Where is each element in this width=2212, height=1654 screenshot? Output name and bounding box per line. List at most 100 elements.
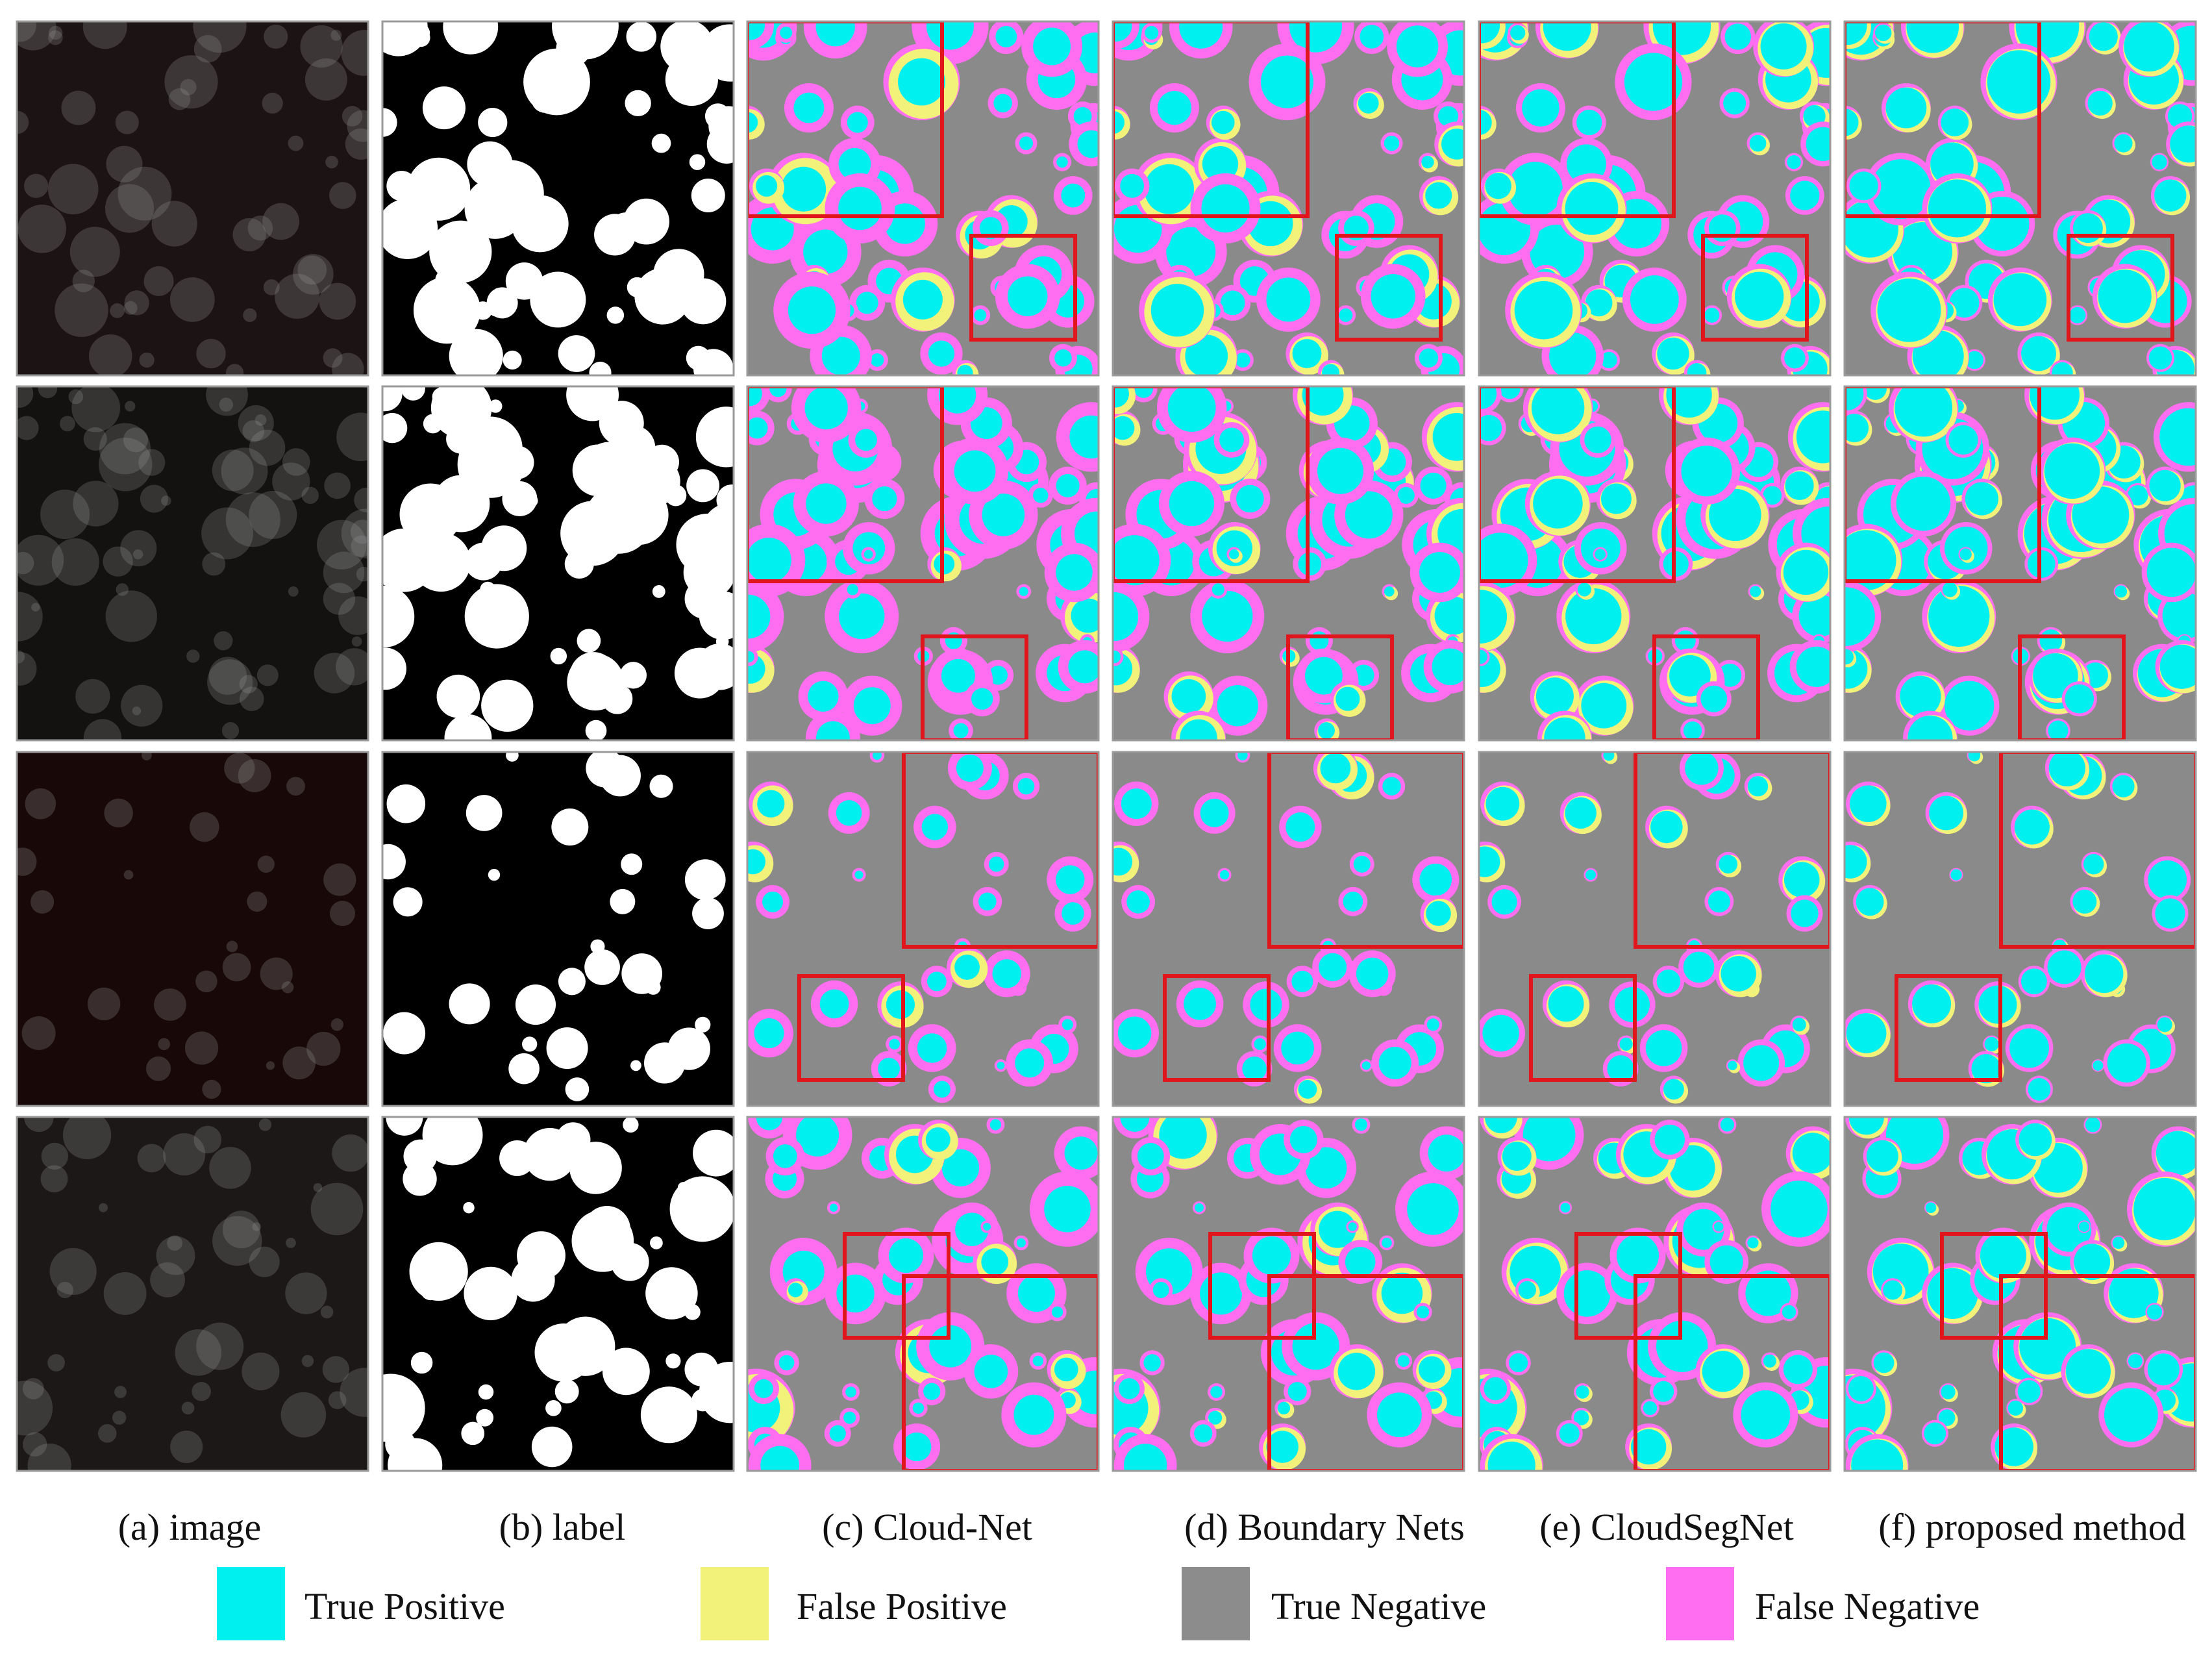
true-positive xyxy=(819,989,849,1019)
zoom-box xyxy=(902,1274,1099,1471)
panel-border xyxy=(1843,20,2197,377)
cloud xyxy=(356,566,368,582)
true-positive xyxy=(1760,23,1807,69)
true-positive xyxy=(1166,227,1216,277)
true-positive xyxy=(1056,156,1068,168)
cloud xyxy=(38,386,58,399)
true-positive xyxy=(1798,594,1830,637)
true-positive xyxy=(1069,415,1099,458)
cloud xyxy=(566,386,619,421)
cloud xyxy=(619,662,647,689)
cloud xyxy=(40,490,90,540)
true-positive xyxy=(1361,1061,1371,1070)
true-positive xyxy=(1792,1133,1830,1173)
cloud xyxy=(497,547,510,561)
true-positive xyxy=(2114,134,2133,153)
true-positive xyxy=(2039,629,2063,653)
true-positive xyxy=(1877,278,1941,342)
cloud xyxy=(31,890,55,914)
true-positive xyxy=(1384,135,1400,151)
true-positive xyxy=(2093,1060,2104,1071)
true-positive xyxy=(754,1018,784,1049)
cloud xyxy=(156,1236,195,1275)
true-positive xyxy=(1419,348,1439,368)
cloud xyxy=(262,92,283,114)
true-positive xyxy=(1559,1423,1580,1444)
cloud xyxy=(88,334,132,375)
true-positive xyxy=(1743,1045,1780,1081)
cloud xyxy=(202,552,226,576)
cloud xyxy=(116,583,129,596)
cloud xyxy=(202,1079,221,1099)
true-positive xyxy=(1941,1385,1956,1399)
zoom-box xyxy=(1335,234,1443,342)
true-positive xyxy=(836,800,862,826)
true-positive xyxy=(1013,1394,1054,1435)
cloud xyxy=(480,581,496,598)
true-positive xyxy=(1874,24,1892,42)
true-positive xyxy=(1194,1424,1213,1443)
true-positive xyxy=(1479,533,1528,588)
true-positive xyxy=(803,229,848,274)
cloud xyxy=(48,30,63,45)
panel-border xyxy=(1478,20,1832,377)
true-positive xyxy=(1356,957,1389,990)
true-positive xyxy=(1211,110,1235,134)
true-positive xyxy=(1200,1272,1243,1315)
true-positive xyxy=(1845,649,1854,665)
true-positive xyxy=(1438,106,1459,127)
panel xyxy=(381,385,735,742)
true-positive xyxy=(1202,146,1239,182)
true-positive xyxy=(941,658,975,693)
panel-content xyxy=(1479,752,1830,1106)
cloud xyxy=(692,897,724,929)
cloud xyxy=(150,1262,185,1297)
cloud xyxy=(486,287,518,319)
panel-content xyxy=(382,386,734,740)
cloud xyxy=(103,1272,147,1315)
true-positive xyxy=(1061,183,1086,208)
true-positive xyxy=(1543,21,1591,51)
true-positive xyxy=(855,429,877,451)
true-positive xyxy=(1054,1357,1078,1382)
panel-border xyxy=(1112,1116,1465,1472)
panel xyxy=(16,751,369,1107)
zoom-box xyxy=(747,386,944,583)
true-positive xyxy=(2157,1017,2172,1033)
zoom-box xyxy=(1999,752,2196,949)
true-positive xyxy=(762,891,784,912)
true-positive xyxy=(839,593,885,640)
true-positive xyxy=(1397,486,1415,504)
true-positive xyxy=(1577,583,1591,597)
legend-swatch xyxy=(1182,1567,1250,1640)
cloud xyxy=(190,812,219,842)
cloud xyxy=(684,859,726,900)
true-positive xyxy=(1180,719,1217,740)
cloud xyxy=(282,1046,316,1080)
cloud xyxy=(124,290,149,316)
true-positive xyxy=(1928,179,1987,238)
true-positive xyxy=(1397,1355,1410,1367)
panel-border xyxy=(16,385,369,742)
panel xyxy=(1478,385,1832,742)
panel-border xyxy=(1478,385,1832,742)
cloud xyxy=(212,1216,262,1266)
true-positive xyxy=(1358,92,1379,114)
cloud xyxy=(281,981,294,994)
cloud xyxy=(342,106,363,127)
true-positive xyxy=(1339,308,1353,322)
cloud xyxy=(288,586,299,597)
true-positive xyxy=(1747,776,1769,797)
true-positive xyxy=(816,721,850,740)
true-positive xyxy=(957,364,973,375)
cloud xyxy=(249,429,286,466)
true-positive xyxy=(1803,105,1826,128)
cloud xyxy=(630,1060,641,1071)
true-positive xyxy=(878,1057,900,1080)
true-positive xyxy=(1054,349,1072,367)
cloud xyxy=(68,389,84,405)
caption: (a) image xyxy=(118,1506,262,1548)
cloud xyxy=(340,1368,368,1417)
true-positive xyxy=(1376,1392,1422,1438)
